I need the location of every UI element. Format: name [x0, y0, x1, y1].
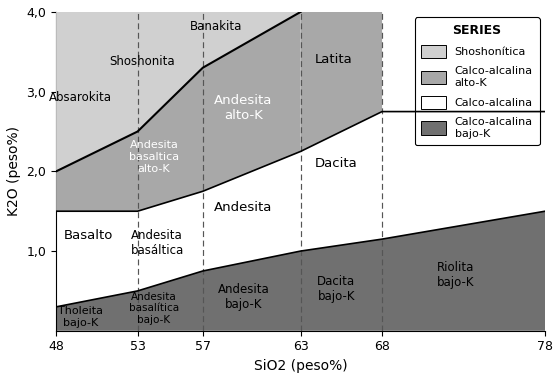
Text: Shoshonita: Shoshonita	[110, 55, 175, 68]
Text: Andesita
bajo-K: Andesita bajo-K	[218, 283, 269, 311]
Text: Andesita
basáltica: Andesita basáltica	[130, 229, 184, 257]
Polygon shape	[56, 12, 301, 211]
Legend: Shoshonítica, Calco-alcalina
alto-K, Calco-alcalina, Calco-alcalina
bajo-K: Shoshonítica, Calco-alcalina alto-K, Cal…	[415, 17, 539, 145]
Polygon shape	[56, 12, 545, 307]
Polygon shape	[56, 12, 301, 171]
Text: Tholeita
bajo-K: Tholeita bajo-K	[58, 306, 103, 328]
Text: Riolita
bajo-K: Riolita bajo-K	[437, 261, 474, 289]
Text: Andesita
alto-K: Andesita alto-K	[214, 93, 273, 122]
Text: Dacita
bajo-K: Dacita bajo-K	[318, 276, 356, 303]
Polygon shape	[56, 211, 545, 331]
Text: Andesita
basaltica
alto-K: Andesita basaltica alto-K	[129, 141, 179, 174]
X-axis label: SiO2 (peso%): SiO2 (peso%)	[254, 359, 347, 373]
Text: Basalto: Basalto	[64, 229, 113, 242]
Text: Absarokita: Absarokita	[49, 91, 112, 104]
Polygon shape	[56, 12, 301, 171]
Text: Andesita: Andesita	[214, 201, 273, 214]
Polygon shape	[301, 12, 382, 152]
Text: Banakita: Banakita	[190, 20, 242, 33]
Y-axis label: K2O (peso%): K2O (peso%)	[7, 127, 21, 216]
Text: Latita: Latita	[314, 53, 352, 66]
Text: Dacita: Dacita	[315, 157, 358, 170]
Polygon shape	[56, 12, 301, 211]
Polygon shape	[301, 12, 382, 152]
Text: Andesita
basalítica
bajo-K: Andesita basalítica bajo-K	[129, 292, 179, 325]
